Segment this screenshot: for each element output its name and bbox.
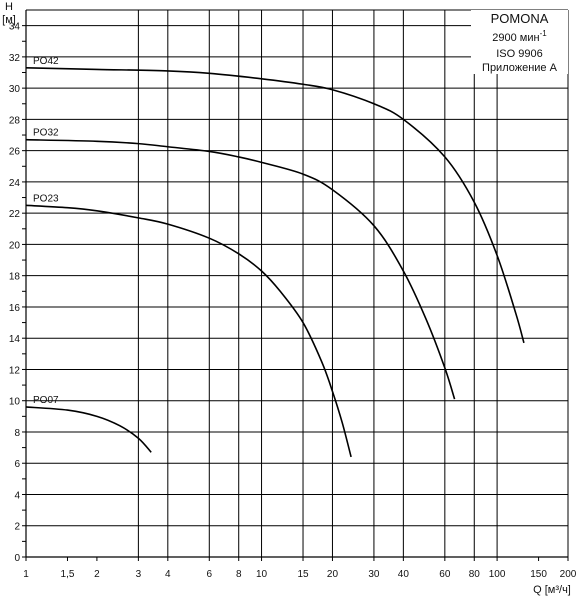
series-line-po32	[25, 138, 456, 400]
x-tick-label-8: 8	[236, 569, 242, 580]
y-tick-label-20: 20	[9, 240, 21, 251]
y-tick-label-8: 8	[14, 428, 20, 439]
y-tick-label-10: 10	[9, 397, 21, 408]
series-line-po07	[25, 406, 152, 453]
x-tick-label-10: 10	[256, 569, 268, 580]
x-tick-label-1: 1	[23, 569, 29, 580]
legend-title: POMONA	[491, 11, 549, 26]
y-tick-label-4: 4	[14, 490, 20, 501]
series-label-po32: PO32	[33, 128, 59, 139]
y-tick-label-32: 32	[9, 53, 21, 64]
y-tick-label-14: 14	[9, 334, 21, 345]
y-tick-label-18: 18	[9, 272, 21, 283]
x-axis-title: Q [м³/ч]	[533, 584, 571, 596]
y-tick-label-2: 2	[14, 522, 20, 533]
y-tick-label-26: 26	[9, 147, 21, 158]
series-label-po07: PO07	[33, 395, 59, 406]
x-tick-label-1_5: 1,5	[61, 569, 75, 580]
y-axis-title: H	[5, 1, 13, 13]
x-tick-label-100: 100	[489, 569, 506, 580]
y-axis-unit: [м]	[2, 14, 16, 26]
x-tick-label-60: 60	[439, 569, 451, 580]
x-tick-label-6: 6	[207, 569, 213, 580]
y-tick-label-34: 34	[9, 22, 21, 33]
legend-annex: Приложение А	[482, 62, 558, 74]
series-line-po42	[25, 67, 525, 344]
y-tick-label-16: 16	[9, 303, 21, 314]
legend-speed: 2900 мин-1	[492, 29, 547, 44]
x-tick-label-20: 20	[327, 569, 339, 580]
y-tick-label-28: 28	[9, 115, 21, 126]
legend-box	[471, 10, 568, 74]
x-tick-label-4: 4	[165, 569, 171, 580]
x-tick-label-2: 2	[94, 569, 100, 580]
y-tick-label-12: 12	[9, 365, 21, 376]
y-tick-label-0: 0	[14, 553, 20, 564]
y-tick-label-22: 22	[9, 209, 21, 220]
y-tick-label-24: 24	[9, 178, 21, 189]
x-tick-label-40: 40	[398, 569, 410, 580]
y-tick-label-30: 30	[9, 84, 21, 95]
series-label-po42: PO42	[33, 56, 59, 67]
x-tick-label-3: 3	[136, 569, 142, 580]
y-tick-label-6: 6	[14, 459, 20, 470]
series-label-po23: PO23	[33, 193, 59, 204]
legend-standard: ISO 9906	[496, 48, 542, 60]
x-tick-label-30: 30	[368, 569, 380, 580]
x-tick-label-150: 150	[530, 569, 547, 580]
x-tick-label-200: 200	[560, 569, 577, 580]
x-tick-label-15: 15	[297, 569, 309, 580]
x-tick-label-80: 80	[469, 569, 481, 580]
series-line-po23	[25, 204, 352, 458]
